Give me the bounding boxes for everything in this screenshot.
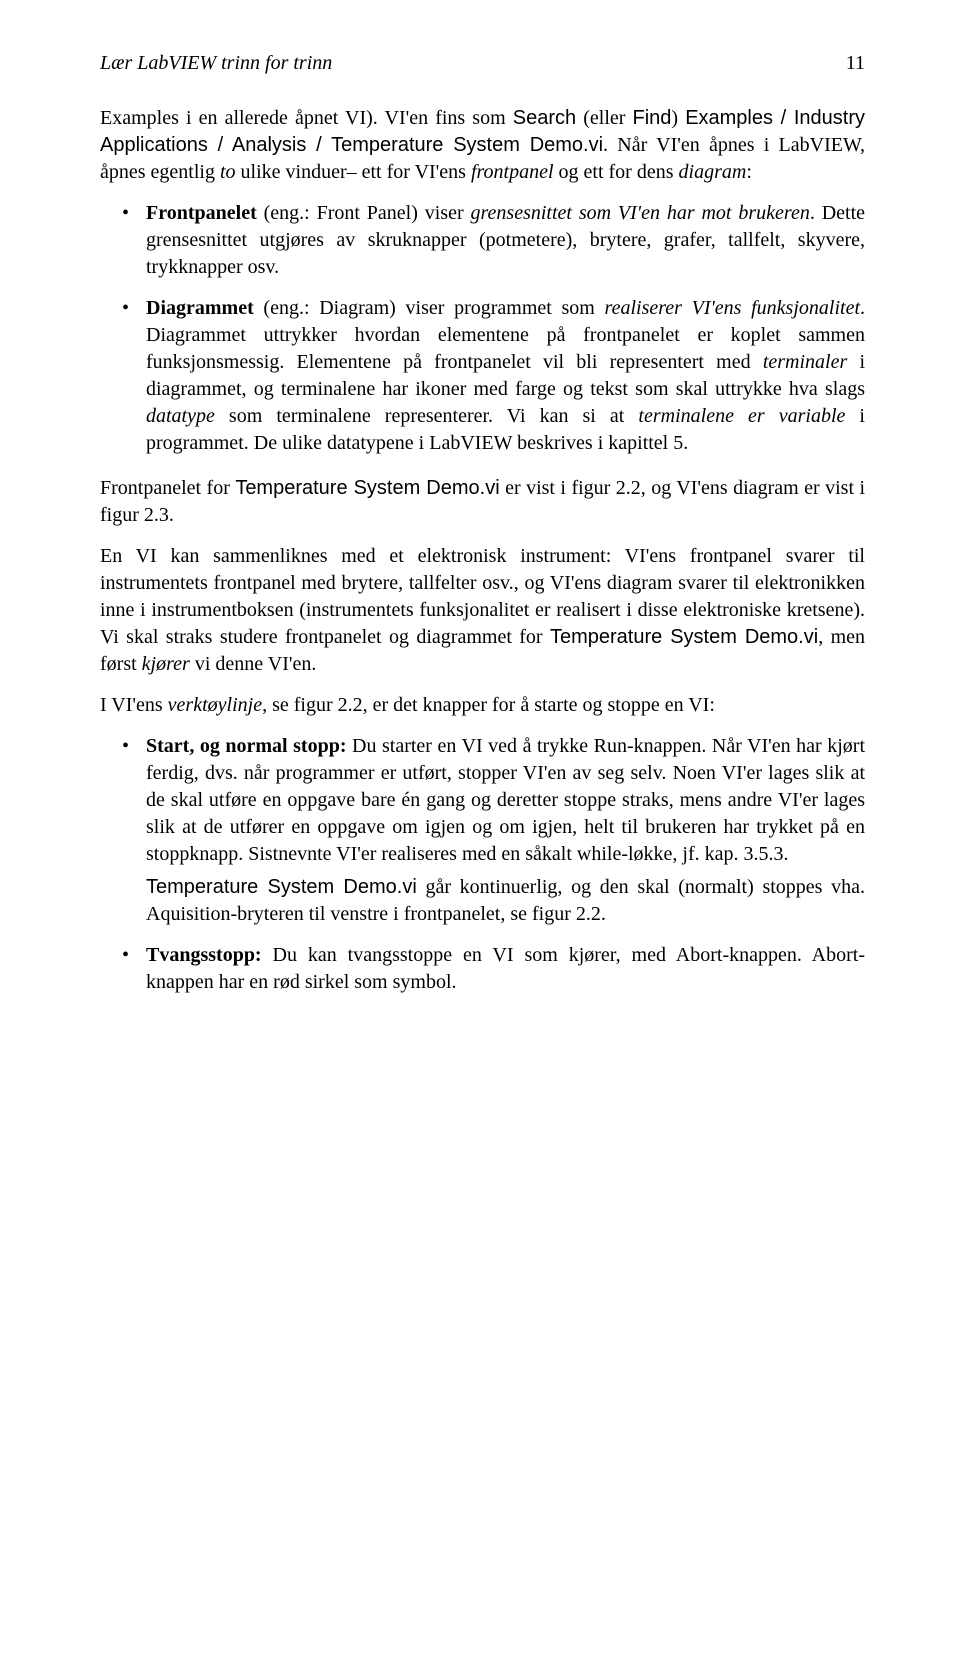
bullet-list-1: Frontpanelet (eng.: Front Panel) viser g… (100, 200, 865, 457)
list-item: Start, og normal stopp: Du starter en VI… (146, 733, 865, 928)
sans-text: Find (633, 107, 672, 129)
text: Frontpanelet for (100, 477, 235, 499)
paragraph: Frontpanelet for Temperature System Demo… (100, 475, 865, 529)
italic-text: terminaler (763, 351, 847, 373)
italic-text: kjører (142, 653, 190, 675)
bold-text: Diagrammet (146, 297, 254, 319)
paragraph: En VI kan sammenliknes med et elektronis… (100, 543, 865, 678)
italic-text: terminalene er variable (638, 405, 845, 427)
bold-text: Frontpanelet (146, 202, 257, 224)
text: (eng.: Front Panel) viser (257, 202, 471, 224)
text: og ett for dens (554, 161, 679, 183)
sans-text: Temperature System Demo.vi (235, 477, 499, 499)
italic-text: verktøylinje (168, 694, 262, 716)
sans-text: Search (513, 107, 576, 129)
list-item: Tvangsstopp: Du kan tvangsstoppe en VI s… (146, 942, 865, 996)
bullet-list-2: Start, og normal stopp: Du starter en VI… (100, 733, 865, 996)
paragraph: I VI'ens verktøylinje, se figur 2.2, er … (100, 692, 865, 719)
header-title: Lær LabVIEW trinn for trinn (100, 50, 332, 77)
italic-text: datatype (146, 405, 215, 427)
text: (eller (576, 107, 632, 129)
bold-text: Tvangsstopp: (146, 944, 262, 966)
page-header: Lær LabVIEW trinn for trinn 11 (100, 50, 865, 77)
list-item: Diagrammet (eng.: Diagram) viser program… (146, 295, 865, 457)
italic-text: diagram (679, 161, 747, 183)
text: vi denne VI'en. (190, 653, 317, 675)
text: (eng.: Diagram) viser programmet som (254, 297, 605, 319)
text: ) (671, 107, 685, 129)
italic-text: to (220, 161, 236, 183)
italic-text: realiserer VI'ens funksjonalitet (605, 297, 860, 319)
text: , se figur 2.2, er det knapper for å sta… (262, 694, 715, 716)
text: som terminalene representerer. Vi kan si… (215, 405, 639, 427)
bold-text: Start, og normal stopp: (146, 735, 346, 757)
text: Examples i en allerede åpnet VI). VI'en … (100, 107, 513, 129)
sans-text: Temperature System Demo.vi (550, 626, 818, 648)
list-item: Frontpanelet (eng.: Front Panel) viser g… (146, 200, 865, 281)
italic-text: frontpanel (471, 161, 554, 183)
paragraph-intro: Examples i en allerede åpnet VI). VI'en … (100, 105, 865, 186)
text: : (746, 161, 752, 183)
sans-text: Temperature System Demo.vi (146, 876, 417, 898)
header-page-number: 11 (846, 50, 865, 77)
italic-text: grensesnittet som VI'en har mot brukeren (471, 202, 810, 224)
text: I VI'ens (100, 694, 168, 716)
text: ulike vinduer– ett for VI'ens (236, 161, 471, 183)
list-item-continuation: Temperature System Demo.vi går kontinuer… (146, 874, 865, 928)
document-page: Lær LabVIEW trinn for trinn 11 Examples … (0, 0, 960, 1660)
